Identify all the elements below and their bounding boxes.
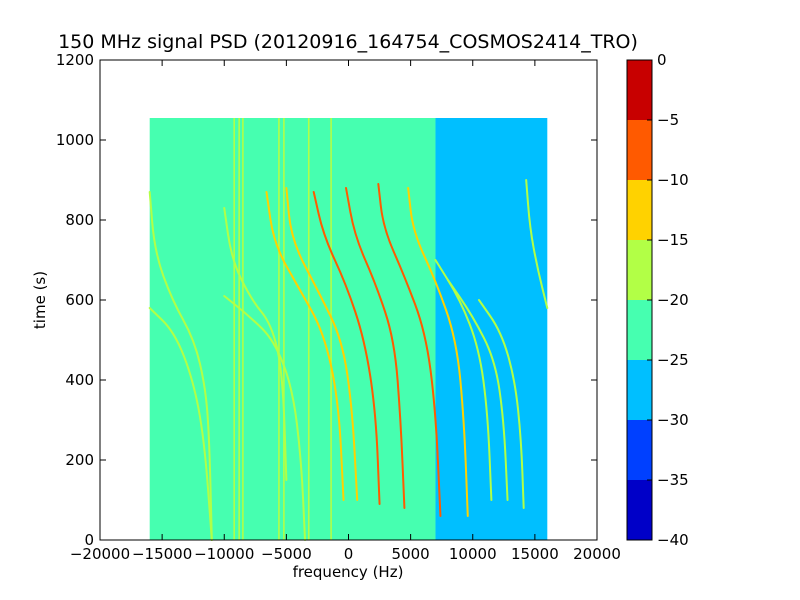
y-tick-label-5: 1000 — [56, 131, 94, 149]
signal-trace-6 — [312, 191, 381, 505]
y-axis: 0 200 400 600 800 1000 1200 — [56, 51, 597, 549]
colorbar-segment-4 — [627, 240, 652, 300]
signal-trace-3 — [223, 207, 288, 481]
colorbar-segment-2 — [627, 360, 652, 420]
y-tick-label-6: 1200 — [56, 51, 94, 69]
colorbar-tick-label-4: −20 — [657, 291, 689, 309]
colorbar-segment-6 — [627, 120, 652, 180]
x-axis-label: frequency (Hz) — [293, 563, 404, 581]
colorbar-segment-5 — [627, 180, 652, 240]
colorbar-segment-7 — [627, 60, 652, 120]
x-tick-label-6: 10000 — [449, 545, 497, 563]
signal-trace-9 — [407, 187, 469, 517]
heatmap-image — [148, 118, 549, 541]
signal-trace-13 — [525, 179, 549, 309]
x-tick-label-8: 20000 — [573, 545, 621, 563]
signal-trace-10 — [434, 259, 493, 501]
x-tick-label-2: −10000 — [194, 545, 254, 563]
signal-trace-1 — [148, 191, 213, 541]
colorbar-tick-label-8: −40 — [657, 531, 689, 549]
y-tick-label-3: 600 — [65, 291, 94, 309]
x-axis: −20000 −15000 −10000 −5000 0 5000 10000 15000 20… — [70, 60, 621, 563]
y-tick-label-4: 800 — [65, 211, 94, 229]
colorbar-tick-label-1: −5 — [657, 111, 679, 129]
heatmap-region-0 — [149, 118, 436, 540]
x-tick-label-5: 5000 — [392, 545, 430, 563]
chart-title: 150 MHz signal PSD (20120916_164754_COSM… — [58, 31, 638, 53]
colorbar-segment-1 — [627, 420, 652, 480]
colorbar-segment-3 — [627, 300, 652, 360]
heatmap-region-1 — [435, 118, 548, 540]
y-tick-label-1: 200 — [65, 451, 94, 469]
x-tick-label-7: 15000 — [511, 545, 559, 563]
signal-trace-4 — [265, 191, 345, 501]
y-tick-label-0: 0 — [84, 531, 94, 549]
signal-trace-5 — [285, 187, 359, 501]
colorbar-tick-label-0: 0 — [657, 51, 667, 69]
x-tick-label-4: 0 — [344, 545, 354, 563]
signal-trace-2 — [223, 295, 307, 541]
x-tick-label-0: −20000 — [70, 545, 130, 563]
signal-trace-11 — [446, 279, 509, 501]
y-tick-label-2: 400 — [65, 371, 94, 389]
colorbar-segment-0 — [627, 480, 652, 540]
x-tick-label-1: −15000 — [132, 545, 192, 563]
colorbar-tick-label-6: −30 — [657, 411, 689, 429]
colorbar: 0 −5 −10 −15 −20 −25 −30 −35 −40 — [626, 51, 689, 549]
signal-trace-7 — [345, 187, 406, 509]
signal-trace-0 — [148, 307, 213, 541]
colorbar-tick-label-3: −15 — [657, 231, 689, 249]
plot-area: −20000 −15000 −10000 −5000 0 5000 10000 15000 20… — [56, 51, 621, 563]
colorbar-tick-label-2: −10 — [657, 171, 689, 189]
colorbar-tick-label-5: −25 — [657, 351, 689, 369]
signal-trace-12 — [477, 299, 525, 509]
x-tick-label-3: −5000 — [261, 545, 312, 563]
signal-trace-8 — [377, 183, 442, 517]
y-axis-label: time (s) — [31, 271, 49, 329]
colorbar-tick-label-7: −35 — [657, 471, 689, 489]
